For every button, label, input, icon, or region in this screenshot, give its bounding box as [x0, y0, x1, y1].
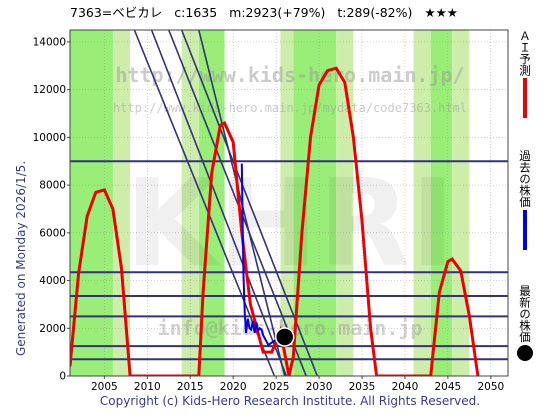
cycle-band-light [112, 30, 131, 376]
y-tick-label: 4000 [39, 275, 66, 287]
y-tick-label: 10000 [33, 132, 66, 144]
stock-code-name: 7363=ベビカレ [70, 5, 163, 20]
legend-latest-price: 最新の株価 [514, 285, 536, 361]
rating-stars: ★★★ [424, 5, 459, 20]
legend-latest-swatch [517, 344, 533, 361]
latest-price-marker [274, 327, 295, 347]
chart-header: 7363=ベビカレ c:1635 m:2923(+79%) t:289(-82%… [70, 2, 510, 24]
cycle-band [430, 30, 453, 376]
legend-past-swatch [523, 209, 527, 250]
y-tick-label: 12000 [33, 84, 66, 96]
x-tick-label: 2020 [220, 381, 247, 393]
legend-past-price-label: 過去の株価 [518, 150, 532, 208]
x-tick-label: 2005 [91, 381, 118, 393]
y-tick-label: 14000 [33, 36, 66, 48]
ai-forecast-line [70, 66, 480, 376]
copyright-notice: Copyright (c) Kids-Hero Research Institu… [99, 394, 481, 408]
x-tick-label: 2050 [477, 381, 504, 393]
y-tick-label: 2000 [39, 323, 66, 335]
x-tick-label: 2040 [392, 381, 419, 393]
y-tick-label: 8000 [39, 180, 66, 192]
x-tick-label: 2045 [435, 381, 462, 393]
legend-ai-forecast: ＡＩ予測 [514, 30, 536, 118]
watermark-logo: KHRI [125, 155, 455, 294]
x-tick-label: 2025 [263, 381, 290, 393]
plot-frame [69, 29, 509, 377]
watermark-url: http://www.kids-hero.main.jp/ [115, 63, 464, 87]
legend-forecast-swatch [523, 78, 527, 118]
legend-latest-price-label: 最新の株価 [518, 285, 532, 343]
current-price: c:1635 [174, 5, 218, 20]
x-tick-label: 2015 [177, 381, 204, 393]
trend-line [133, 30, 276, 376]
cycle-band [293, 30, 337, 376]
past-price-line [240, 163, 283, 347]
y-tick-label: 0 [59, 371, 66, 383]
x-tick-label: 2035 [349, 381, 376, 393]
x-tick-label: 2010 [134, 381, 161, 393]
max-price: m:2923(+79%) [229, 5, 326, 20]
legend-past-price: 過去の株価 [514, 150, 536, 250]
cycle-band-light [413, 30, 431, 376]
legend-ai-forecast-label: ＡＩ予測 [518, 30, 532, 76]
trend-line [150, 30, 288, 376]
target-price: t:289(-82%) [337, 5, 413, 20]
x-tick-label: 2030 [306, 381, 333, 393]
y-tick-label: 6000 [39, 227, 66, 239]
generated-date-label: Generated on Monday 2026/1/5. [14, 160, 28, 356]
